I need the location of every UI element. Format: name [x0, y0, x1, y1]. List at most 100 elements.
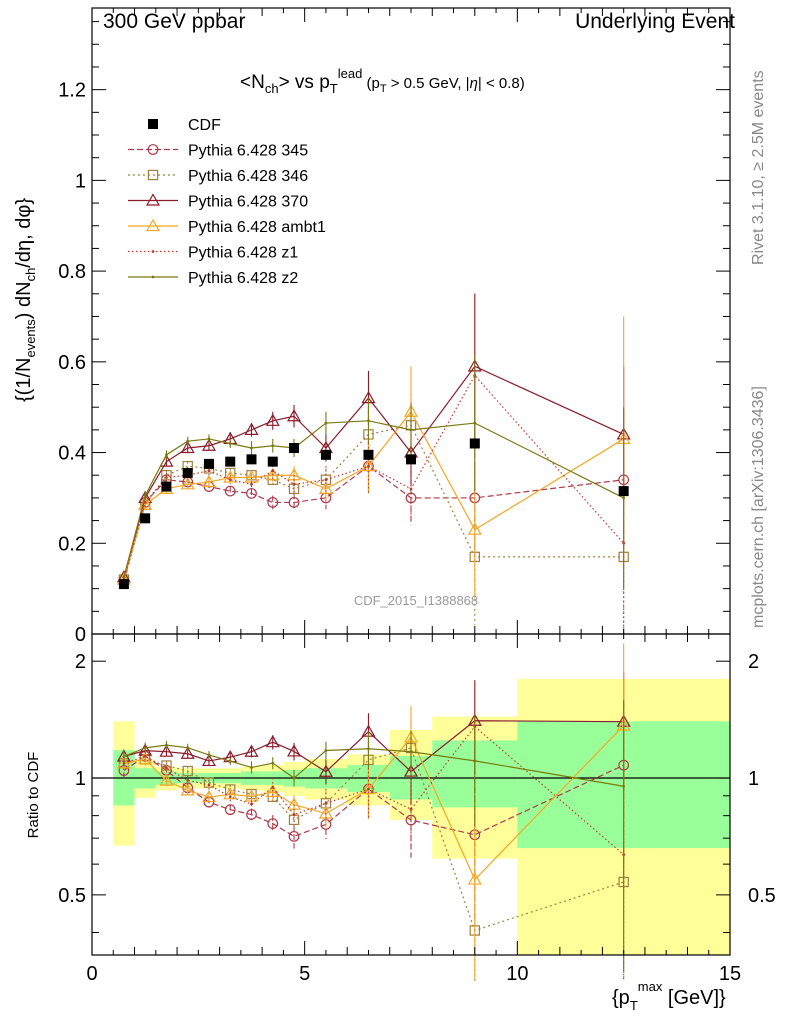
- point-cdf: [320, 449, 331, 460]
- ratio-line-ambt1: [123, 725, 625, 881]
- ratio-ytick-label-right: 0.5: [748, 885, 776, 907]
- series-line-z2: [123, 420, 624, 578]
- ratio-point-z1: [186, 779, 190, 782]
- point-z1: [250, 482, 253, 486]
- series-line-ambt1: [123, 410, 624, 580]
- point-z1: [292, 482, 296, 486]
- point-z2: [207, 437, 211, 441]
- point-z1: [324, 478, 328, 482]
- point-cdf: [161, 481, 172, 492]
- legend-label: Pythia 6.428 345: [188, 143, 308, 160]
- ratio-point-p345: [224, 804, 236, 816]
- legend-marker-ambt1: [145, 218, 161, 232]
- ratio-point-z1: [367, 787, 370, 791]
- ratio-point-z1: [292, 813, 296, 817]
- point-p370: [201, 438, 217, 451]
- ratio-point-z2: [622, 784, 626, 788]
- ratio-point-p370: [318, 764, 333, 777]
- ratio-point-z2: [143, 746, 147, 750]
- x-axis-label: {pTmax [GeV]}: [612, 979, 726, 1013]
- point-z1: [143, 501, 147, 504]
- ratio-point-ambt1: [201, 789, 217, 803]
- ratio-point-ambt1: [467, 872, 482, 885]
- header-left: 300 GeV ppbar: [103, 10, 245, 33]
- ratio-point-z2: [473, 759, 477, 763]
- series-line-p345: [123, 465, 624, 582]
- point-z1: [271, 469, 275, 473]
- point-z1: [207, 469, 211, 473]
- point-ambt1: [467, 522, 482, 535]
- point-p345: [224, 485, 236, 497]
- ratio-point-p370: [286, 744, 302, 757]
- point-z1: [165, 476, 168, 479]
- legend-label: CDF: [188, 117, 221, 134]
- main-ytick-label: 0.4: [58, 443, 86, 465]
- ratio-point-z1: [324, 801, 328, 805]
- ratio-point-z2: [165, 743, 168, 747]
- ratio-point-z2: [122, 755, 126, 758]
- point-cdf: [267, 456, 278, 467]
- point-z2: [122, 575, 126, 579]
- point-z2: [622, 496, 626, 500]
- point-p345: [267, 497, 279, 508]
- ratio-point-p370: [201, 753, 217, 767]
- series-line-p370: [123, 365, 624, 578]
- point-cdf: [182, 467, 193, 478]
- ratio-point-z2: [271, 761, 275, 765]
- point-z2: [143, 494, 147, 498]
- ratio-point-z1: [250, 802, 253, 806]
- legend: CDF Pythia 6.428 345 Pythia 6.428 346 Pythi…: [128, 117, 326, 287]
- ratio-point-ambt1: [116, 756, 131, 769]
- x-tick-label: 5: [299, 963, 310, 985]
- header-right: Underlying Event: [575, 10, 735, 33]
- point-z2: [271, 444, 275, 448]
- point-cdf: [225, 456, 236, 467]
- ratio-point-ambt1: [138, 752, 153, 765]
- ratio-point-ambt1: [361, 781, 376, 795]
- svg-text:{(1/Nevents) dNch/dη, dφ}: {(1/Nevents) dNch/dη, dφ}: [13, 198, 38, 402]
- main-ylabel: {(1/Nevents) dNch/dη, dφ}: [13, 198, 38, 402]
- x-tick-label: 15: [719, 963, 741, 985]
- point-ambt1: [361, 458, 376, 472]
- main-frame: [91, 7, 731, 635]
- legend-label: Pythia 6.428 346: [188, 168, 308, 185]
- legend-marker-p345: [147, 144, 159, 155]
- ratio-ytick-label-right: 1: [748, 768, 759, 790]
- ratio-point-z2: [292, 776, 296, 780]
- main-ytick-label: 1: [75, 170, 86, 192]
- legend-marker-z2: [151, 275, 155, 279]
- point-z2: [473, 421, 477, 425]
- point-cdf: [118, 579, 129, 590]
- ratio-point-z2: [207, 753, 211, 757]
- series-line-p346: [123, 424, 624, 580]
- ratio-point-z1: [409, 807, 413, 811]
- point-p370: [286, 409, 302, 422]
- series-line-z1: [123, 374, 625, 580]
- ratio-point-z2: [324, 749, 328, 752]
- point-z2: [367, 419, 370, 423]
- side-version: Rivet 3.1.10, ≥ 2.5M events: [750, 70, 767, 265]
- ratio-panel: 0 5 10 15 0.5 1 2 0.5 1 2: [58, 633, 776, 985]
- ratio-point-z2: [367, 747, 370, 751]
- ratio-line-z2: [123, 744, 624, 787]
- point-z2: [409, 428, 413, 432]
- main-panel: 0 0.2 0.4 0.6 0.8 1 1.2: [58, 7, 731, 646]
- main-ytick-label: 0.6: [58, 352, 86, 374]
- main-ytick-label: 0: [75, 624, 86, 646]
- point-cdf: [469, 438, 480, 449]
- ratio-point-z1: [143, 754, 147, 758]
- point-p346: [161, 470, 172, 481]
- ratio-point-p345: [288, 831, 300, 842]
- point-cdf: [246, 454, 257, 465]
- point-cdf: [406, 454, 416, 465]
- watermark: CDF_2015_I1388868: [354, 593, 478, 608]
- point-z2: [186, 439, 190, 443]
- ratio-point-p370: [180, 746, 195, 759]
- main-title: <Nch> vs pTlead (pT > 0.5 GeV, |η| < 0.8…: [240, 66, 525, 96]
- ratio-ylabel: Ratio to CDF: [25, 752, 42, 839]
- ratio-point-p370: [159, 744, 174, 757]
- point-cdf: [140, 513, 151, 524]
- ratio-point-z2: [250, 766, 253, 769]
- point-ambt1: [318, 481, 333, 494]
